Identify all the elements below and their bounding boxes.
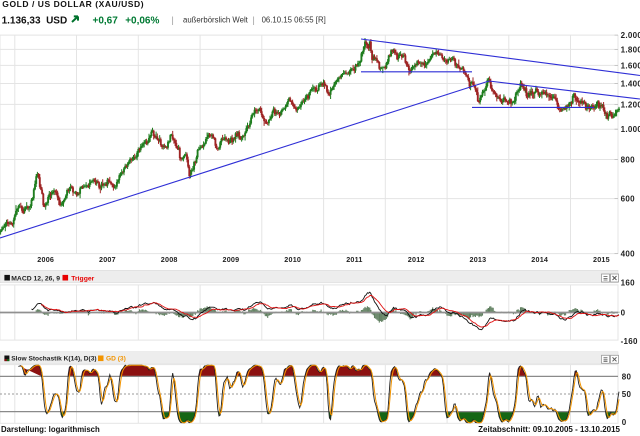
svg-text:2012: 2012 <box>408 255 425 264</box>
svg-text:2011: 2011 <box>346 255 362 264</box>
svg-text:+0,67: +0,67 <box>93 15 119 26</box>
svg-text:0: 0 <box>622 418 627 427</box>
svg-text:06.10.15 06:55 [R]: 06.10.15 06:55 [R] <box>262 16 326 25</box>
svg-text:Zeitabschnitt: 09.10.2005 - 13: Zeitabschnitt: 09.10.2005 - 13.10.2015 <box>478 425 620 434</box>
svg-text:1.200: 1.200 <box>621 100 640 109</box>
svg-text:2007: 2007 <box>99 255 116 264</box>
svg-text:0: 0 <box>621 308 626 317</box>
svg-text:1.600: 1.600 <box>621 61 640 70</box>
svg-text:GOLD / US DOLLAR (XAU/USD): GOLD / US DOLLAR (XAU/USD) <box>2 0 144 9</box>
svg-text:1.136,33 USD: 1.136,33 USD <box>2 16 68 27</box>
svg-text:Trigger: Trigger <box>71 275 94 282</box>
svg-text:400: 400 <box>621 250 635 259</box>
svg-text:50: 50 <box>622 390 632 399</box>
svg-text:600: 600 <box>621 195 635 204</box>
svg-text:|: | <box>253 15 255 25</box>
svg-text:1.800: 1.800 <box>621 45 640 54</box>
svg-text:Darstellung: logarithmisch: Darstellung: logarithmisch <box>1 425 100 434</box>
svg-text:2015: 2015 <box>593 255 610 264</box>
svg-text:1.400: 1.400 <box>621 79 640 88</box>
svg-text:GD (3): GD (3) <box>106 356 126 363</box>
svg-text:-160: -160 <box>621 337 638 346</box>
svg-text:|: | <box>172 15 174 25</box>
svg-text:2006: 2006 <box>37 255 54 264</box>
svg-text:Slow Stochastik K(14), D(3): Slow Stochastik K(14), D(3) <box>11 356 96 363</box>
svg-text:2.000: 2.000 <box>621 31 640 40</box>
svg-text:800: 800 <box>621 155 635 164</box>
svg-text:+0,06%: +0,06% <box>125 15 159 26</box>
svg-text:80: 80 <box>622 372 632 381</box>
svg-text:2013: 2013 <box>470 255 487 264</box>
svg-text:MACD 12, 26, 9: MACD 12, 26, 9 <box>11 275 60 282</box>
svg-text:2010: 2010 <box>284 255 301 264</box>
svg-text:2014: 2014 <box>531 255 548 264</box>
svg-text:1.000: 1.000 <box>621 125 640 134</box>
svg-text:160: 160 <box>621 278 635 287</box>
svg-text:2009: 2009 <box>223 255 240 264</box>
svg-text:außerbörslich Welt: außerbörslich Welt <box>183 16 249 25</box>
svg-text:2008: 2008 <box>161 255 178 264</box>
